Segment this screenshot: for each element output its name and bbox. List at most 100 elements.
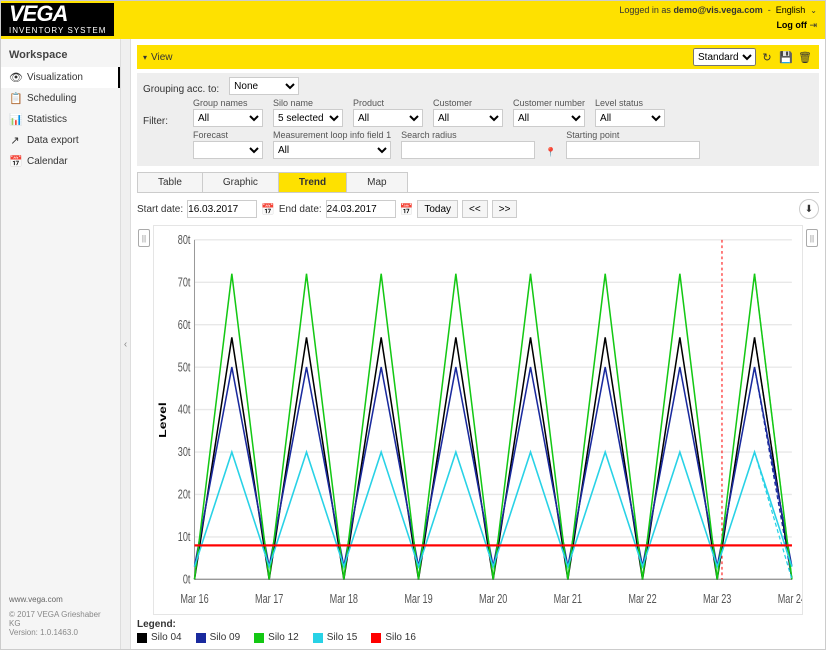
legend-swatch	[196, 633, 206, 643]
legend-item[interactable]: Silo 16	[371, 632, 416, 643]
svg-text:Mar 18: Mar 18	[330, 593, 358, 607]
save-view-icon[interactable]: 💾	[778, 49, 794, 65]
svg-text:Mar 20: Mar 20	[479, 593, 507, 607]
sidebar-item-visualization[interactable]: 👁 Visualization	[1, 67, 120, 88]
sidebar-item-data-export[interactable]: ↗Data export	[1, 130, 120, 151]
sidebar-collapse-handle[interactable]: ‹	[121, 39, 131, 649]
language-link[interactable]: English	[776, 5, 806, 15]
legend: Legend: Silo 04Silo 09Silo 12Silo 15Silo…	[137, 619, 819, 643]
language-chevron-icon[interactable]: ⌄	[810, 6, 817, 15]
sidebar-item-icon: 📅	[9, 155, 21, 168]
footer-link[interactable]: www.vega.com	[9, 595, 63, 604]
footer-copyright: © 2017 VEGA Grieshaber KG	[9, 610, 112, 628]
topbar: VEGA INVENTORY SYSTEM Logged in as demo@…	[1, 1, 825, 39]
legend-item[interactable]: Silo 09	[196, 632, 241, 643]
meas-loop-label: Measurement loop info field 1	[273, 130, 391, 140]
silo-name-label: Silo name	[273, 98, 343, 108]
svg-text:Mar 22: Mar 22	[628, 593, 656, 607]
svg-text:70t: 70t	[178, 276, 191, 290]
svg-text:50t: 50t	[178, 361, 191, 375]
prev-button[interactable]: <<	[462, 200, 488, 218]
tab-table[interactable]: Table	[137, 172, 203, 192]
start-date-input[interactable]	[187, 200, 257, 218]
view-collapse-icon[interactable]: ▾	[143, 53, 147, 62]
left-range-handle[interactable]: ||	[138, 229, 150, 247]
svg-text:10t: 10t	[178, 531, 191, 545]
sidebar-item-icon: ↗	[9, 134, 21, 147]
svg-text:Mar 24: Mar 24	[778, 593, 802, 607]
sidebar-item-label: Scheduling	[27, 93, 76, 104]
filter-panel: Grouping acc. to: None Filter: Group nam…	[137, 73, 819, 166]
chart-wrap: || 0t10t20t30t40t50t60t70t80tLevelMar 16…	[137, 225, 819, 615]
grouping-label: Grouping acc. to:	[143, 84, 219, 95]
refresh-icon[interactable]: ↻	[759, 49, 775, 65]
forecast-label: Forecast	[193, 130, 263, 140]
svg-text:40t: 40t	[178, 403, 191, 417]
next-button[interactable]: >>	[492, 200, 518, 218]
legend-swatch	[254, 633, 264, 643]
level-status-select[interactable]: All	[595, 109, 665, 127]
end-date-label: End date:	[279, 204, 322, 215]
product-select[interactable]: All	[353, 109, 423, 127]
customer-number-select[interactable]: All	[513, 109, 585, 127]
legend-label: Silo 12	[268, 632, 299, 643]
end-date-calendar-icon[interactable]: 📅	[400, 203, 414, 216]
sidebar-item-calendar[interactable]: 📅 Calendar	[1, 151, 120, 172]
customer-label: Customer	[433, 98, 503, 108]
logoff-icon: ⇥	[809, 20, 817, 30]
search-radius-input[interactable]	[401, 141, 535, 159]
grouping-select[interactable]: None	[229, 77, 299, 95]
legend-swatch	[137, 633, 147, 643]
legend-item[interactable]: Silo 15	[313, 632, 358, 643]
logoff-link[interactable]: Log off	[776, 20, 807, 30]
top-right: Logged in as demo@vis.vega.com - English…	[619, 3, 817, 32]
search-radius-label: Search radius	[401, 130, 535, 140]
chart-area: 0t10t20t30t40t50t60t70t80tLevelMar 16Mar…	[153, 225, 803, 615]
svg-text:Mar 21: Mar 21	[554, 593, 582, 607]
sidebar-item-label: Statistics	[27, 114, 67, 125]
forecast-select[interactable]	[193, 141, 263, 159]
view-bar: ▾ View Standard ↻ 💾 🗑	[137, 45, 819, 69]
sidebar-item-icon: 👁	[9, 71, 21, 84]
sidebar-footer: www.vega.com © 2017 VEGA Grieshaber KG V…	[1, 589, 120, 643]
group-names-select[interactable]: All	[193, 109, 263, 127]
logo: VEGA INVENTORY SYSTEM	[1, 3, 114, 36]
svg-text:0t: 0t	[183, 573, 191, 587]
svg-text:Mar 16: Mar 16	[180, 593, 208, 607]
tab-graphic[interactable]: Graphic	[202, 172, 279, 192]
today-button[interactable]: Today	[417, 200, 458, 218]
sidebar-item-label: Calendar	[27, 156, 68, 167]
legend-item[interactable]: Silo 04	[137, 632, 182, 643]
main: ▾ View Standard ↻ 💾 🗑 Grouping acc. to: …	[131, 39, 825, 649]
delete-view-icon[interactable]: 🗑	[797, 49, 813, 65]
customer-select[interactable]: All	[433, 109, 503, 127]
sidebar-item-scheduling[interactable]: 📋Scheduling	[1, 88, 120, 109]
svg-text:60t: 60t	[178, 319, 191, 333]
starting-point-input[interactable]	[566, 141, 700, 159]
svg-text:Level: Level	[157, 402, 169, 437]
sidebar-item-label: Visualization	[27, 72, 83, 83]
logo-subtitle: INVENTORY SYSTEM	[1, 25, 114, 36]
start-date-calendar-icon[interactable]: 📅	[261, 203, 275, 216]
tab-map[interactable]: Map	[346, 172, 407, 192]
legend-label: Silo 09	[210, 632, 241, 643]
product-label: Product	[353, 98, 423, 108]
customer-number-label: Customer number	[513, 98, 585, 108]
end-date-input[interactable]	[326, 200, 396, 218]
tab-trend[interactable]: Trend	[278, 172, 347, 192]
right-range-handle[interactable]: ||	[806, 229, 818, 247]
silo-name-select[interactable]: 5 selected	[273, 109, 343, 127]
sidebar-item-statistics[interactable]: 📊 Statistics	[1, 109, 120, 130]
legend-item[interactable]: Silo 12	[254, 632, 299, 643]
view-preset-select[interactable]: Standard	[693, 48, 756, 66]
svg-text:20t: 20t	[178, 488, 191, 502]
sidebar-item-icon: 📊	[9, 113, 21, 126]
download-icon[interactable]: ⬇	[799, 199, 819, 219]
view-label: View	[151, 52, 173, 63]
svg-text:Mar 23: Mar 23	[703, 593, 731, 607]
svg-text:Mar 17: Mar 17	[255, 593, 283, 607]
svg-text:Mar 19: Mar 19	[404, 593, 432, 607]
logged-in-label: Logged in as	[619, 5, 673, 15]
group-names-label: Group names	[193, 98, 263, 108]
meas-loop-select[interactable]: All	[273, 141, 391, 159]
